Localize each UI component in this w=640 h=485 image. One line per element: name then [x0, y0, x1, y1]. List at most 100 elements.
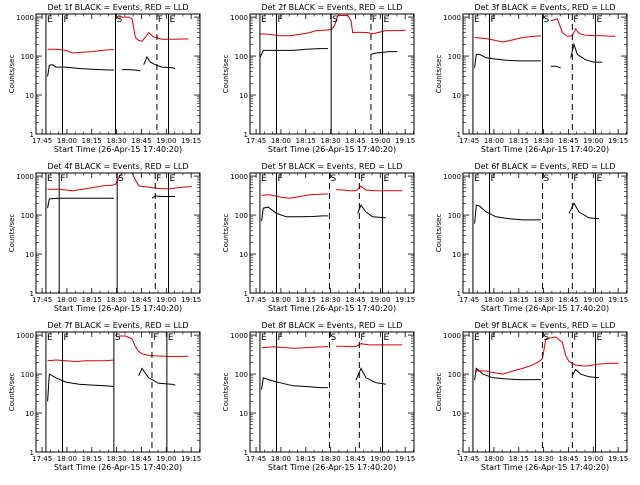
y-axis-label: Counts/sec	[222, 214, 230, 253]
x-tick-label: 19:15	[395, 137, 415, 145]
x-axis-label: Start Time (26-Apr-15 17:40:20)	[481, 304, 609, 313]
event-marker-label: E	[47, 15, 53, 25]
panel-frame	[249, 172, 415, 294]
x-tick-label: 18:45	[558, 137, 578, 145]
lld-series-line	[118, 16, 189, 42]
x-tick-label: 18:30	[107, 137, 127, 145]
x-tick-label: 17:45	[246, 455, 266, 463]
panel-frame	[249, 331, 415, 453]
event-marker-label: E	[597, 174, 603, 184]
y-tick-label: 100	[235, 371, 248, 379]
x-tick-label: 18:15	[82, 296, 102, 304]
detector-panel-7: Det 7f BLACK = Events, RED = LLD 1 10 100 10…	[8, 321, 201, 472]
event-marker-label: E	[168, 333, 174, 343]
event-marker-label: E	[384, 15, 390, 25]
event-marker-label: S	[544, 15, 550, 25]
y-tick-label: 10	[25, 92, 34, 100]
events-series-line	[151, 195, 176, 199]
x-tick-label: 17:45	[32, 137, 52, 145]
y-tick-label: 10	[25, 410, 34, 418]
x-tick-label: 18:15	[509, 296, 529, 304]
events-series-line	[571, 368, 599, 379]
y-tick-label: 10	[239, 92, 248, 100]
x-tick-label: 19:15	[395, 455, 415, 463]
x-tick-label: 19:15	[181, 137, 201, 145]
x-tick-label: 17:45	[459, 455, 479, 463]
x-tick-label: 18:45	[131, 455, 151, 463]
lld-series-line	[47, 359, 114, 363]
panel-frame	[462, 331, 628, 453]
y-tick-label: 10	[25, 251, 34, 259]
event-marker-label: F	[278, 174, 283, 184]
panel-title: Det 1f BLACK = Events, RED = LLD	[47, 3, 188, 12]
events-series-line	[47, 197, 114, 209]
x-tick-label: 19:00	[156, 137, 176, 145]
events-series-line	[355, 367, 386, 385]
x-tick-label: 19:00	[370, 455, 390, 463]
event-marker-label: F	[64, 333, 69, 343]
event-marker-label: F	[573, 174, 578, 184]
x-tick-label: 18:00	[484, 455, 504, 463]
y-tick-label: 1	[244, 449, 248, 457]
lld-series-line	[550, 18, 616, 37]
y-axis-label: Counts/sec	[8, 214, 16, 253]
x-tick-label: 19:15	[608, 296, 628, 304]
x-tick-label: 19:00	[583, 137, 603, 145]
x-tick-label: 19:15	[181, 296, 201, 304]
y-tick-label: 1	[457, 290, 461, 298]
event-marker-label: E	[261, 15, 267, 25]
event-marker-label: E	[474, 333, 480, 343]
x-tick-label: 18:15	[296, 296, 316, 304]
x-axis-label: Start Time (26-Apr-15 17:40:20)	[268, 463, 396, 472]
y-tick-label: 1	[30, 449, 34, 457]
y-tick-label: 1	[457, 449, 461, 457]
y-tick-label: 1000	[16, 332, 34, 340]
x-tick-label: 18:45	[558, 455, 578, 463]
event-marker-label: F	[278, 333, 283, 343]
lld-series-line	[261, 346, 328, 349]
y-tick-label: 10	[239, 251, 248, 259]
event-marker-label: F	[573, 333, 578, 343]
x-tick-label: 18:15	[296, 455, 316, 463]
y-tick-label: 100	[448, 212, 461, 220]
x-tick-label: 18:15	[296, 137, 316, 145]
x-tick-label: 19:15	[608, 137, 628, 145]
event-marker-label: S	[331, 333, 337, 343]
panel-title: Det 3f BLACK = Events, RED = LLD	[474, 3, 615, 12]
events-series-line	[550, 65, 561, 69]
events-series-line	[474, 204, 541, 224]
detector-panel-3: Det 3f BLACK = Events, RED = LLD 1 10 100 10…	[435, 3, 628, 154]
lld-series-line	[336, 343, 403, 348]
y-axis-label: Counts/sec	[435, 55, 443, 94]
x-tick-label: 17:45	[32, 455, 52, 463]
y-tick-label: 1	[457, 131, 461, 139]
y-tick-label: 1	[30, 131, 34, 139]
events-series-line	[370, 51, 398, 55]
x-tick-label: 17:45	[246, 296, 266, 304]
event-marker-label: F	[60, 174, 65, 184]
event-marker-label: S	[118, 174, 124, 184]
events-series-line	[570, 42, 603, 63]
x-tick-label: 18:30	[534, 296, 554, 304]
y-tick-label: 1000	[443, 173, 461, 181]
x-tick-label: 18:15	[509, 137, 529, 145]
event-marker-label: F	[573, 15, 578, 25]
y-tick-label: 1000	[230, 332, 248, 340]
y-tick-label: 1000	[443, 332, 461, 340]
y-tick-label: 1	[244, 290, 248, 298]
event-marker-label: F	[491, 15, 496, 25]
panel-title: Det 4f BLACK = Events, RED = LLD	[47, 162, 188, 171]
event-marker-label: E	[261, 174, 267, 184]
x-tick-label: 18:30	[107, 296, 127, 304]
x-tick-label: 18:30	[534, 137, 554, 145]
panel-title: Det 6f BLACK = Events, RED = LLD	[474, 162, 615, 171]
detector-panel-4: Det 4f BLACK = Events, RED = LLD 1 10 100 10…	[8, 162, 201, 313]
x-tick-label: 18:15	[509, 455, 529, 463]
detector-panel-8: Det 8f BLACK = Events, RED = LLD 1 10 100 10…	[222, 321, 415, 472]
x-axis-label: Start Time (26-Apr-15 17:40:20)	[481, 145, 609, 154]
x-tick-label: 19:00	[370, 296, 390, 304]
y-tick-label: 100	[235, 53, 248, 61]
y-tick-label: 10	[452, 251, 461, 259]
y-axis-label: Counts/sec	[222, 373, 230, 412]
event-marker-label: E	[597, 333, 603, 343]
